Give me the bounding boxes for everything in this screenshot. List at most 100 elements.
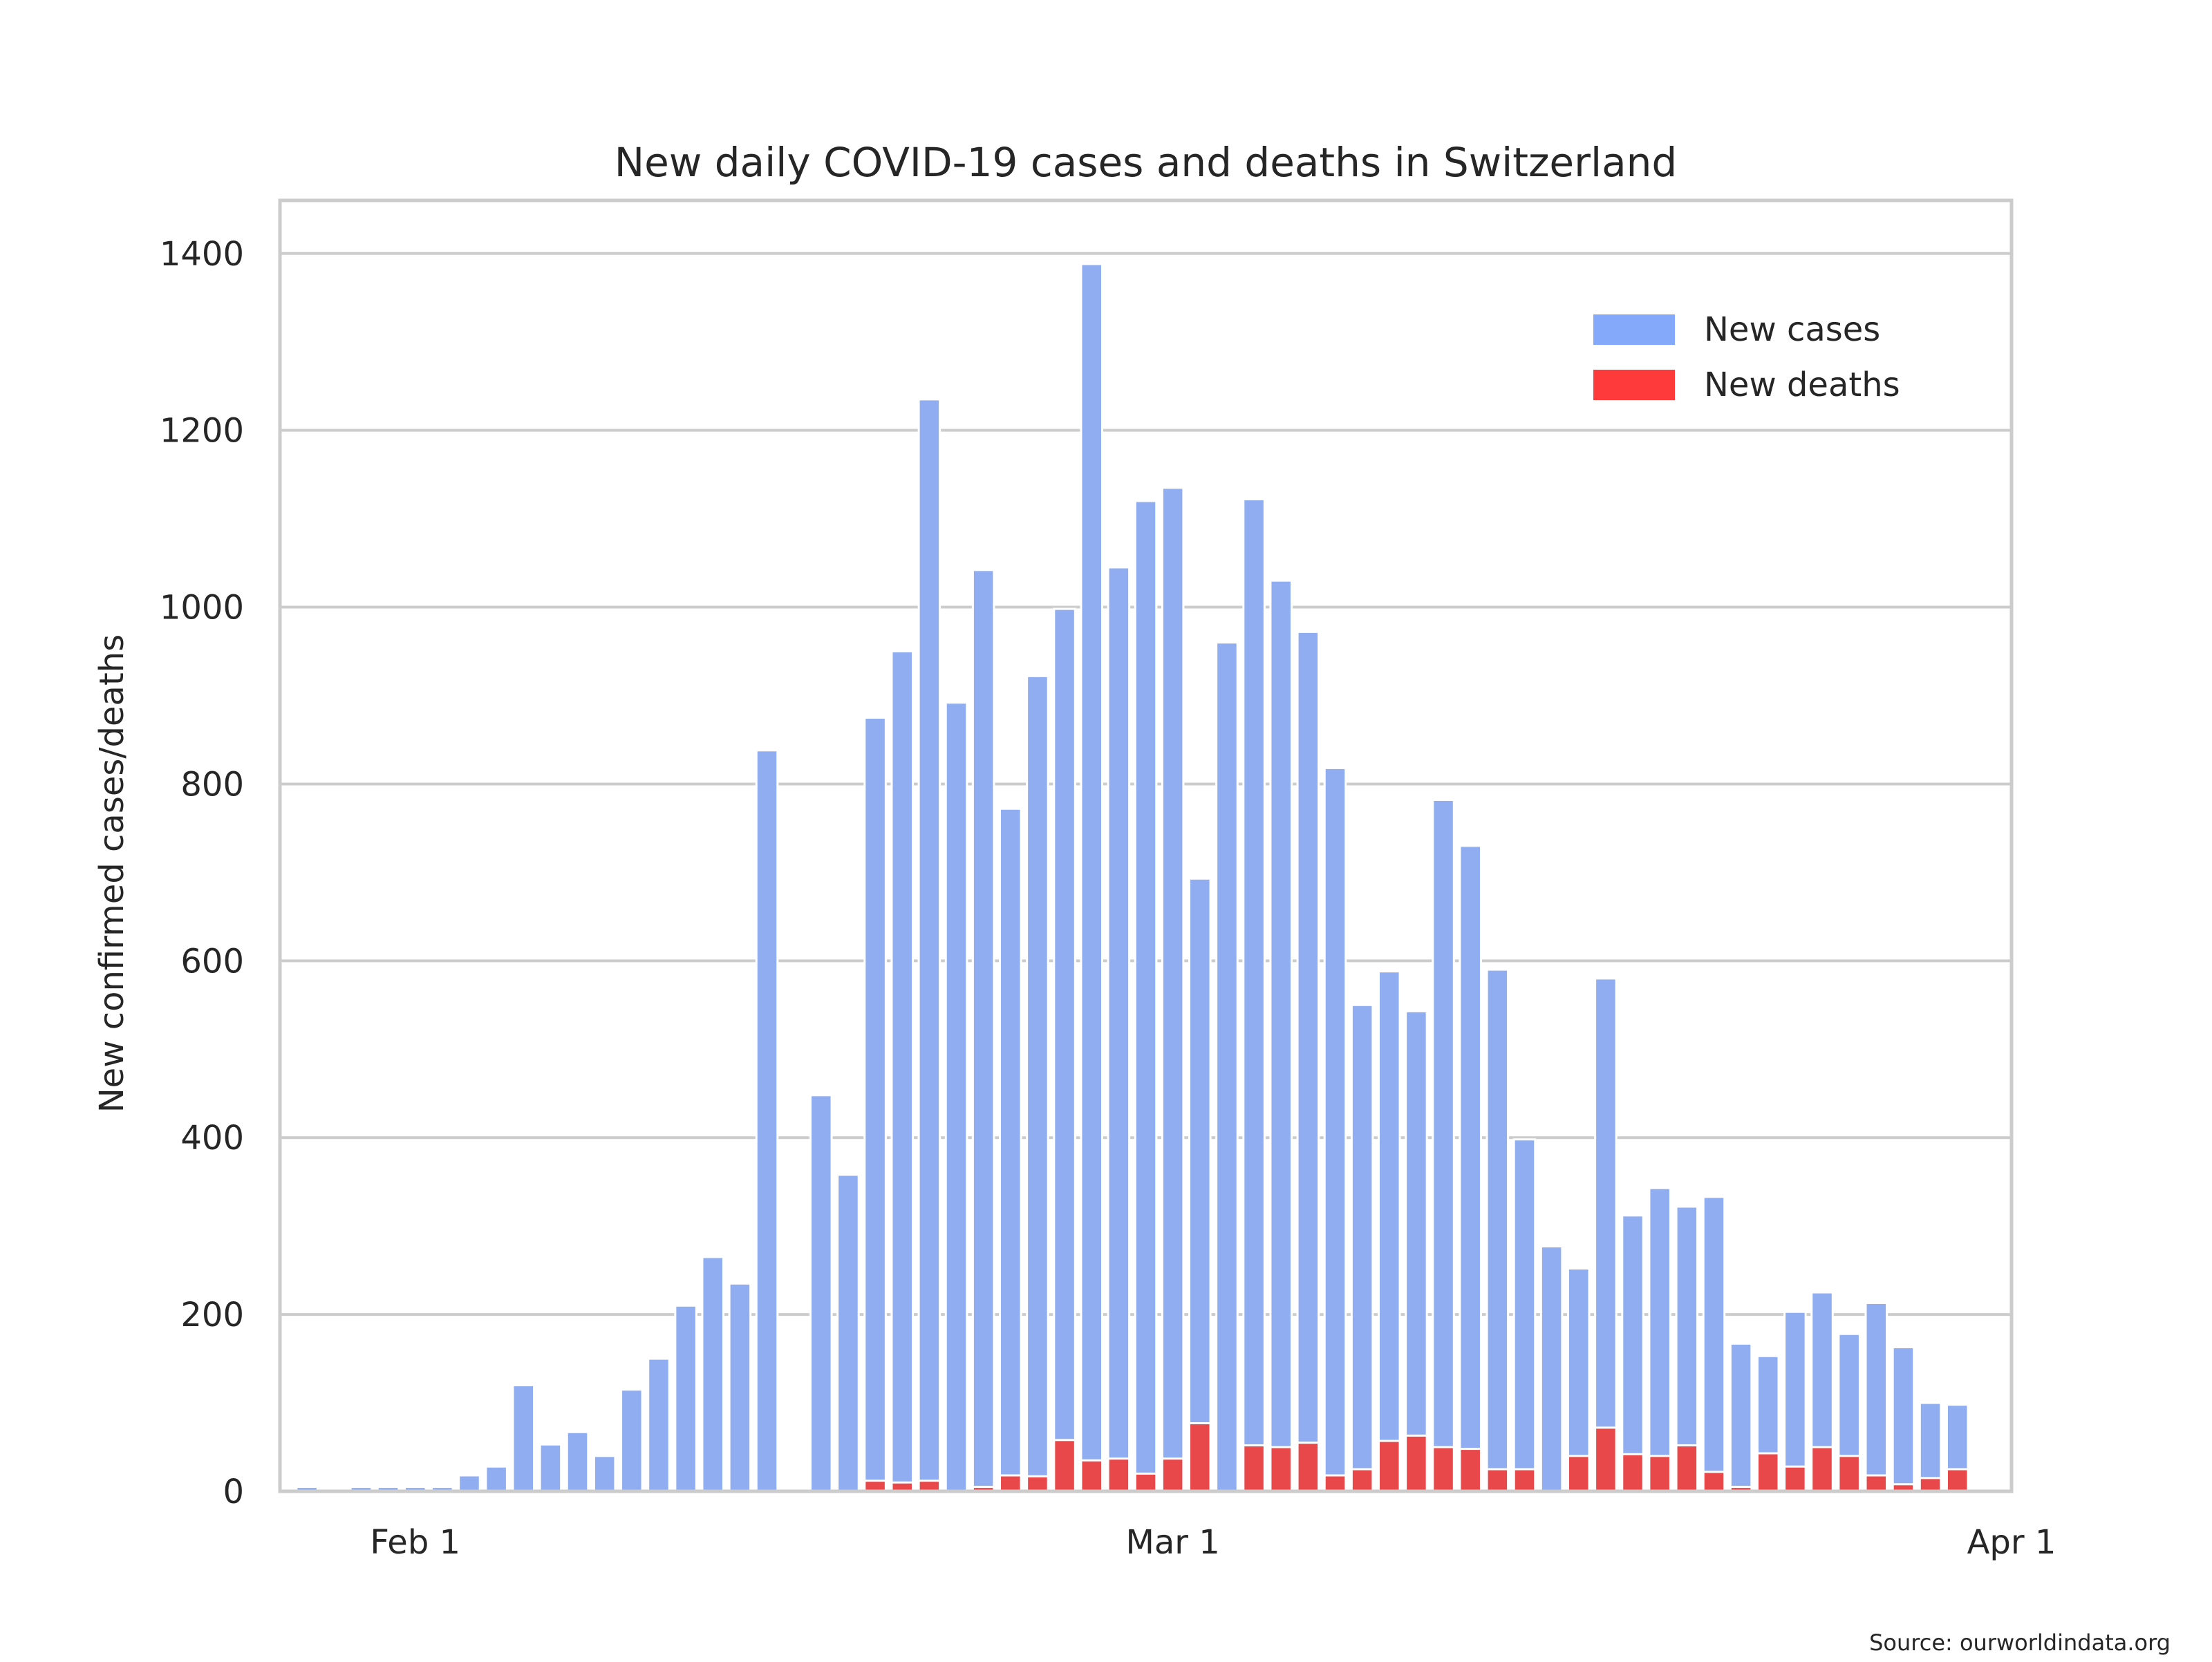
deaths-bar xyxy=(1566,1455,1591,1493)
cases-bar xyxy=(1080,263,1103,1493)
cases-bar xyxy=(1242,498,1266,1493)
legend-label: New deaths xyxy=(1704,366,1900,404)
y-tick-label: 1200 xyxy=(160,412,244,451)
cases-bar xyxy=(1350,1003,1374,1493)
cases-bar xyxy=(999,807,1022,1493)
y-axis-label: New confirmed cases/deaths xyxy=(93,634,131,1113)
deaths-bar xyxy=(1026,1475,1049,1493)
cases-bar xyxy=(917,398,941,1493)
deaths-bar xyxy=(1756,1452,1780,1493)
deaths-bar xyxy=(1864,1474,1888,1493)
cases-bar xyxy=(620,1388,644,1493)
legend-swatch xyxy=(1593,314,1675,345)
deaths-bar xyxy=(1378,1439,1401,1493)
cases-bar xyxy=(1432,798,1455,1493)
deaths-bar xyxy=(1107,1457,1131,1493)
deaths-bar xyxy=(1675,1444,1699,1493)
y-tick-label: 600 xyxy=(180,942,244,981)
deaths-bar xyxy=(1621,1453,1644,1493)
cases-bar xyxy=(647,1357,671,1493)
deaths-bar xyxy=(1242,1444,1266,1493)
plot-frame xyxy=(278,198,2014,1493)
deaths-bar xyxy=(1702,1471,1726,1493)
cases-bar xyxy=(1621,1214,1644,1493)
cases-bar xyxy=(836,1173,860,1493)
deaths-bar xyxy=(1296,1442,1320,1493)
cases-bar xyxy=(1594,977,1618,1493)
cases-bar xyxy=(755,749,779,1493)
cases-bar xyxy=(1459,844,1482,1493)
cases-bar xyxy=(1485,968,1510,1493)
deaths-bar xyxy=(1648,1455,1671,1493)
cases-bar xyxy=(863,716,887,1493)
cases-bar xyxy=(728,1282,752,1493)
cases-bar xyxy=(1378,970,1401,1493)
cases-bar xyxy=(592,1455,617,1493)
x-tick-label: Mar 1 xyxy=(1125,1523,1219,1562)
cases-bar xyxy=(701,1256,725,1493)
cases-bar xyxy=(485,1465,508,1493)
legend-swatch xyxy=(1593,370,1675,400)
cases-bar xyxy=(512,1384,536,1493)
source-note: Source: ourworldindata.org xyxy=(1869,1630,2171,1656)
legend: New cases New deaths xyxy=(1593,310,1900,404)
cases-bar xyxy=(1918,1401,1942,1493)
deaths-bar xyxy=(1837,1455,1861,1493)
cases-bar xyxy=(1323,766,1347,1493)
deaths-bar xyxy=(1485,1468,1510,1493)
cases-bar xyxy=(1161,487,1185,1493)
cases-bar xyxy=(1783,1310,1807,1493)
chart-title: New daily COVID-19 cases and deaths in S… xyxy=(615,139,1677,186)
cases-bar xyxy=(809,1094,833,1493)
deaths-bar xyxy=(1350,1468,1374,1493)
deaths-bar xyxy=(1134,1472,1158,1493)
cases-bar xyxy=(1729,1342,1753,1493)
deaths-bar xyxy=(1594,1426,1618,1493)
cases-bar xyxy=(1215,641,1239,1493)
cases-bar xyxy=(1702,1196,1726,1493)
deaths-bar xyxy=(1459,1448,1482,1493)
deaths-bar xyxy=(1945,1468,1969,1493)
deaths-bar xyxy=(1512,1468,1537,1493)
y-tick-label: 0 xyxy=(223,1473,244,1511)
y-tick-label: 1000 xyxy=(160,589,244,627)
cases-bar xyxy=(1648,1187,1671,1493)
bars xyxy=(295,263,1969,1493)
deaths-bar xyxy=(1188,1422,1212,1493)
cases-bar xyxy=(1134,500,1158,1493)
deaths-bar xyxy=(1810,1446,1834,1493)
cases-bar xyxy=(1539,1245,1564,1493)
deaths-bar xyxy=(1405,1434,1428,1493)
cases-bar xyxy=(1107,566,1131,1493)
deaths-bar xyxy=(1783,1465,1807,1493)
y-tick-label: 1400 xyxy=(160,235,244,274)
deaths-bar xyxy=(1432,1446,1455,1493)
cases-bar xyxy=(890,650,914,1493)
cases-bar xyxy=(538,1443,563,1493)
cases-bar xyxy=(1296,630,1320,1493)
cases-bar xyxy=(1188,877,1212,1493)
y-tick-label: 800 xyxy=(180,765,244,804)
y-axis-ticks: 0 200 400 600 800 1000 1200 1400 xyxy=(160,235,244,1511)
cases-bar xyxy=(1512,1138,1537,1493)
deaths-bar xyxy=(1161,1457,1185,1493)
cases-bar xyxy=(944,701,968,1493)
x-tick-label: Apr 1 xyxy=(1967,1523,2056,1562)
cases-bar xyxy=(458,1474,481,1493)
cases-bar xyxy=(1405,1010,1428,1493)
cases-bar xyxy=(674,1304,697,1493)
cases-bar xyxy=(1026,674,1049,1493)
deaths-bar xyxy=(1323,1474,1347,1493)
cases-bar xyxy=(1053,607,1076,1493)
deaths-bar xyxy=(1053,1439,1076,1493)
cases-bar xyxy=(971,569,995,1493)
cases-bar xyxy=(565,1430,590,1493)
cases-bar xyxy=(1269,579,1293,1493)
legend-label: New cases xyxy=(1704,310,1880,349)
x-axis-ticks: Feb 1 Mar 1 Apr 1 xyxy=(370,1523,2056,1562)
cases-bar xyxy=(1891,1345,1915,1493)
y-tick-label: 200 xyxy=(180,1296,244,1334)
x-tick-label: Feb 1 xyxy=(370,1523,460,1562)
